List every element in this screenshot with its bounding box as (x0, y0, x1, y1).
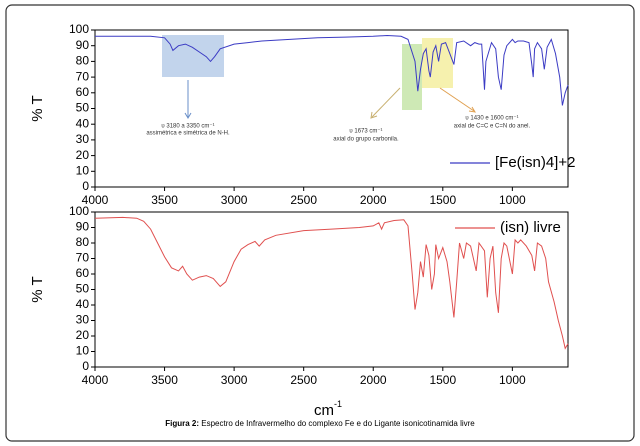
caption-bold: Figura 2: (165, 419, 199, 428)
highlight-co (402, 44, 422, 110)
x-tick-label: 3000 (221, 193, 248, 207)
annotation: υ 1673 cm⁻¹ (349, 129, 382, 135)
highlight-nh (162, 35, 224, 77)
y-tick-label: 50 (76, 282, 90, 296)
y-tick-label: 10 (76, 163, 90, 177)
x-tick-label: 2500 (290, 193, 317, 207)
arrow (439, 87, 475, 112)
y-tick-label: 80 (76, 54, 90, 68)
y-tick-label: 60 (76, 85, 90, 99)
x-tick-label: 2000 (360, 193, 387, 207)
y-tick-label: 20 (76, 328, 90, 342)
y-tick-label: 0 (82, 359, 89, 373)
x-tick-label: 2500 (290, 373, 317, 387)
y-tick-label: 70 (76, 251, 90, 265)
frame (5, 4, 635, 442)
x-tick-label: 1000 (499, 193, 526, 207)
y-tick-label: 40 (76, 297, 90, 311)
y-tick-label: 20 (76, 148, 90, 162)
annotation: υ 3180 a 3350 cm⁻¹ (161, 124, 214, 130)
x-axis-title-sup: -1 (334, 399, 342, 409)
y-tick-label: 70 (76, 69, 90, 83)
x-tick-label: 2000 (360, 373, 387, 387)
highlight-ring (422, 38, 453, 88)
y-axis-title: % T (29, 276, 46, 302)
y-tick-label: 100 (69, 22, 89, 36)
caption-text: Espectro de Infravermelho do complexo Fe… (201, 419, 475, 428)
x-tick-label: 1500 (429, 373, 456, 387)
x-tick-label: 1500 (429, 193, 456, 207)
annotation: υ 1430 e 1600 cm⁻¹ (465, 116, 518, 122)
arrow-head (184, 112, 192, 119)
y-tick-label: 40 (76, 116, 90, 130)
x-tick-label: 3500 (151, 373, 178, 387)
y-tick-label: 80 (76, 235, 90, 249)
spectrum-line (94, 216, 569, 350)
arrow-head (370, 111, 378, 119)
x-tick-label: 4000 (82, 193, 109, 207)
y-tick-label: 100 (69, 204, 89, 218)
y-tick-label: 90 (76, 38, 90, 52)
arrow-head (468, 106, 476, 113)
x-axis-title-main: cm (314, 402, 334, 419)
spectrum-line (95, 34, 569, 106)
x-tick-label: 1000 (499, 373, 526, 387)
legend-label: (isn) livre (500, 219, 561, 236)
y-tick-label: 60 (76, 266, 90, 280)
y-tick-label: 30 (76, 132, 90, 146)
y-tick-label: 0 (82, 179, 89, 193)
annotation: assimétrica e simétrica de N-H. (146, 131, 230, 137)
x-tick-label: 3500 (151, 193, 178, 207)
y-tick-label: 10 (76, 344, 90, 358)
y-tick-label: 30 (76, 313, 90, 327)
y-tick-label: 50 (76, 101, 90, 115)
y-axis-title: % T (29, 95, 46, 121)
annotation: axial do grupo carbonila. (333, 137, 399, 143)
arrow (371, 87, 401, 118)
x-axis-title: cm-1 (314, 399, 342, 419)
annotation: axial de C=C e C=N do anel. (454, 124, 531, 130)
caption: Figura 2: Espectro de Infravermelho do c… (165, 419, 475, 428)
legend-label: [Fe(isn)4]+2 (495, 154, 575, 171)
y-tick-label: 90 (76, 220, 90, 234)
x-tick-label: 3000 (221, 373, 248, 387)
x-tick-label: 4000 (82, 373, 109, 387)
